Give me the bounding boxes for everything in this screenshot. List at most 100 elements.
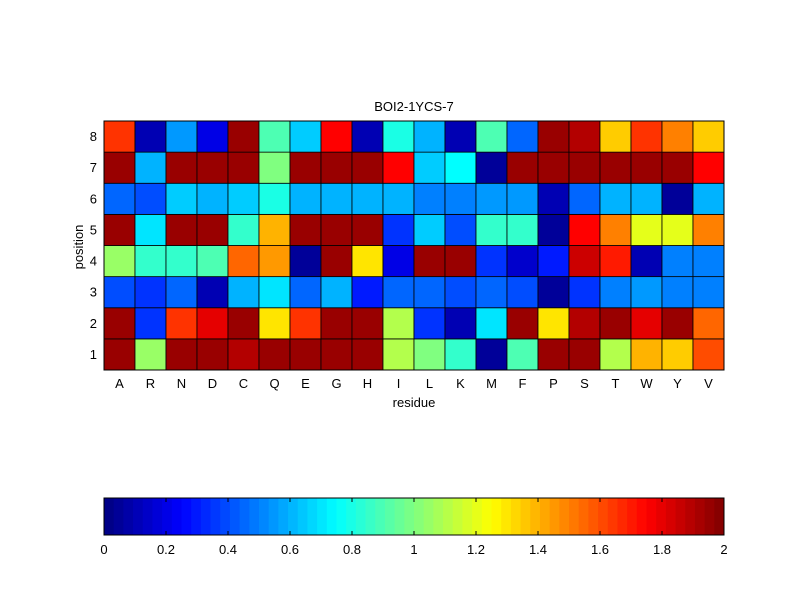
x-tick-label-Y: Y: [673, 376, 682, 391]
colorbar-swatch: [549, 498, 560, 535]
heatmap-cell-1-M: [475, 338, 508, 371]
x-tick-label-M: M: [486, 376, 497, 391]
colorbar-swatch: [384, 498, 396, 535]
heatmap-cell-3-V: [692, 276, 725, 309]
heatmap-cell-1-Y: [661, 338, 694, 371]
heatmap-cell-3-W: [630, 276, 663, 309]
heatmap-cell-2-Q: [258, 307, 291, 340]
x-tick-label-A: A: [115, 376, 124, 391]
heatmap-cell-5-Q: [258, 213, 291, 246]
x-tick-label-D: D: [208, 376, 217, 391]
heatmap-cell-6-Q: [258, 182, 291, 215]
heatmap-cell-4-F: [506, 245, 539, 278]
heatmap-cell-5-I: [382, 213, 415, 246]
heatmap-cell-1-E: [289, 338, 322, 371]
heatmap-cell-5-A: [103, 213, 136, 246]
heatmap-cell-4-M: [475, 245, 508, 278]
heatmap-cell-4-K: [444, 245, 477, 278]
x-tick-label-Q: Q: [269, 376, 279, 391]
heatmap-cell-2-H: [351, 307, 384, 340]
heatmap-cell-7-E: [289, 151, 322, 184]
colorbar-swatch: [656, 498, 667, 535]
heatmap-cell-5-K: [444, 213, 477, 246]
colorbar-swatch: [627, 498, 638, 535]
y-tick-label-6: 6: [90, 191, 97, 206]
heatmap-cell-1-D: [196, 338, 229, 371]
heatmap-cell-8-V: [692, 120, 725, 153]
heatmap-cell-2-C: [227, 307, 260, 340]
heatmap-cell-5-W: [630, 213, 663, 246]
y-tick-label-2: 2: [90, 316, 97, 331]
colorbar-swatch: [123, 498, 134, 535]
heatmap-cell-1-R: [134, 338, 167, 371]
heatmap-cell-6-W: [630, 182, 663, 215]
heatmap-cell-5-N: [165, 213, 198, 246]
heatmap-cell-6-E: [289, 182, 322, 215]
y-tick-label-1: 1: [90, 347, 97, 362]
colorbar: [104, 498, 725, 535]
colorbar-tick-label-0.4: 0.4: [219, 542, 237, 557]
colorbar-swatch: [539, 498, 551, 535]
heatmap-cell-7-T: [599, 151, 632, 184]
heatmap-cell-6-Y: [661, 182, 694, 215]
colorbar-swatch: [249, 498, 260, 535]
colorbar-swatch: [607, 498, 618, 535]
colorbar-swatch: [104, 498, 115, 535]
heatmap-cell-8-Y: [661, 120, 694, 153]
heatmap-cell-3-H: [351, 276, 384, 309]
heatmap-cell-8-K: [444, 120, 477, 153]
heatmap-cell-5-H: [351, 213, 384, 246]
x-tick-label-W: W: [640, 376, 653, 391]
colorbar-swatch: [288, 498, 299, 535]
heatmap-cell-3-I: [382, 276, 415, 309]
colorbar-swatch: [510, 498, 521, 535]
heatmap-cell-1-T: [599, 338, 632, 371]
heatmap-cell-3-P: [537, 276, 570, 309]
colorbar-tick-label-1.6: 1.6: [591, 542, 609, 557]
heatmap-cell-3-L: [413, 276, 446, 309]
heatmap-cell-4-A: [103, 245, 136, 278]
colorbar-swatch: [355, 498, 366, 535]
x-tick-label-H: H: [363, 376, 372, 391]
heatmap-cell-7-G: [320, 151, 353, 184]
y-axis-ticks: 1 2 3 4 5 6 7 8: [90, 129, 97, 362]
heatmap-cell-2-L: [413, 307, 446, 340]
colorbar-swatch: [307, 498, 318, 535]
x-tick-label-P: P: [549, 376, 558, 391]
colorbar-tick-label-0.6: 0.6: [281, 542, 299, 557]
colorbar-swatch: [530, 498, 541, 535]
heatmap-cell-6-G: [320, 182, 353, 215]
colorbar-swatch: [152, 498, 163, 535]
heatmap-cell-1-W: [630, 338, 663, 371]
heatmap-cell-6-D: [196, 182, 229, 215]
colorbar-swatch: [171, 498, 182, 535]
heatmap-cell-6-S: [568, 182, 601, 215]
heatmap-cell-6-P: [537, 182, 570, 215]
heatmap-cell-6-M: [475, 182, 508, 215]
colorbar-swatch: [326, 498, 337, 535]
y-tick-label-4: 4: [90, 254, 97, 269]
x-tick-label-F: F: [519, 376, 527, 391]
heatmap-cell-7-I: [382, 151, 415, 184]
heatmap-cell-1-G: [320, 338, 353, 371]
heatmap-cell-8-F: [506, 120, 539, 153]
heatmap-cell-7-D: [196, 151, 229, 184]
heatmap-cell-5-D: [196, 213, 229, 246]
heatmap-cell-4-S: [568, 245, 601, 278]
heatmap-cell-4-Q: [258, 245, 291, 278]
heatmap-cell-8-D: [196, 120, 229, 153]
colorbar-swatch: [588, 498, 599, 535]
colorbar-swatch: [404, 498, 415, 535]
heatmap-cell-3-F: [506, 276, 539, 309]
heatmap-cell-5-T: [599, 213, 632, 246]
heatmap-cell-8-N: [165, 120, 198, 153]
heatmap-cell-8-C: [227, 120, 260, 153]
heatmap-cell-1-N: [165, 338, 198, 371]
heatmap-cell-1-S: [568, 338, 601, 371]
heatmap-cell-3-Y: [661, 276, 694, 309]
x-tick-label-N: N: [177, 376, 186, 391]
colorbar-swatch: [394, 498, 405, 535]
x-tick-label-G: G: [331, 376, 341, 391]
y-tick-label-7: 7: [90, 160, 97, 175]
